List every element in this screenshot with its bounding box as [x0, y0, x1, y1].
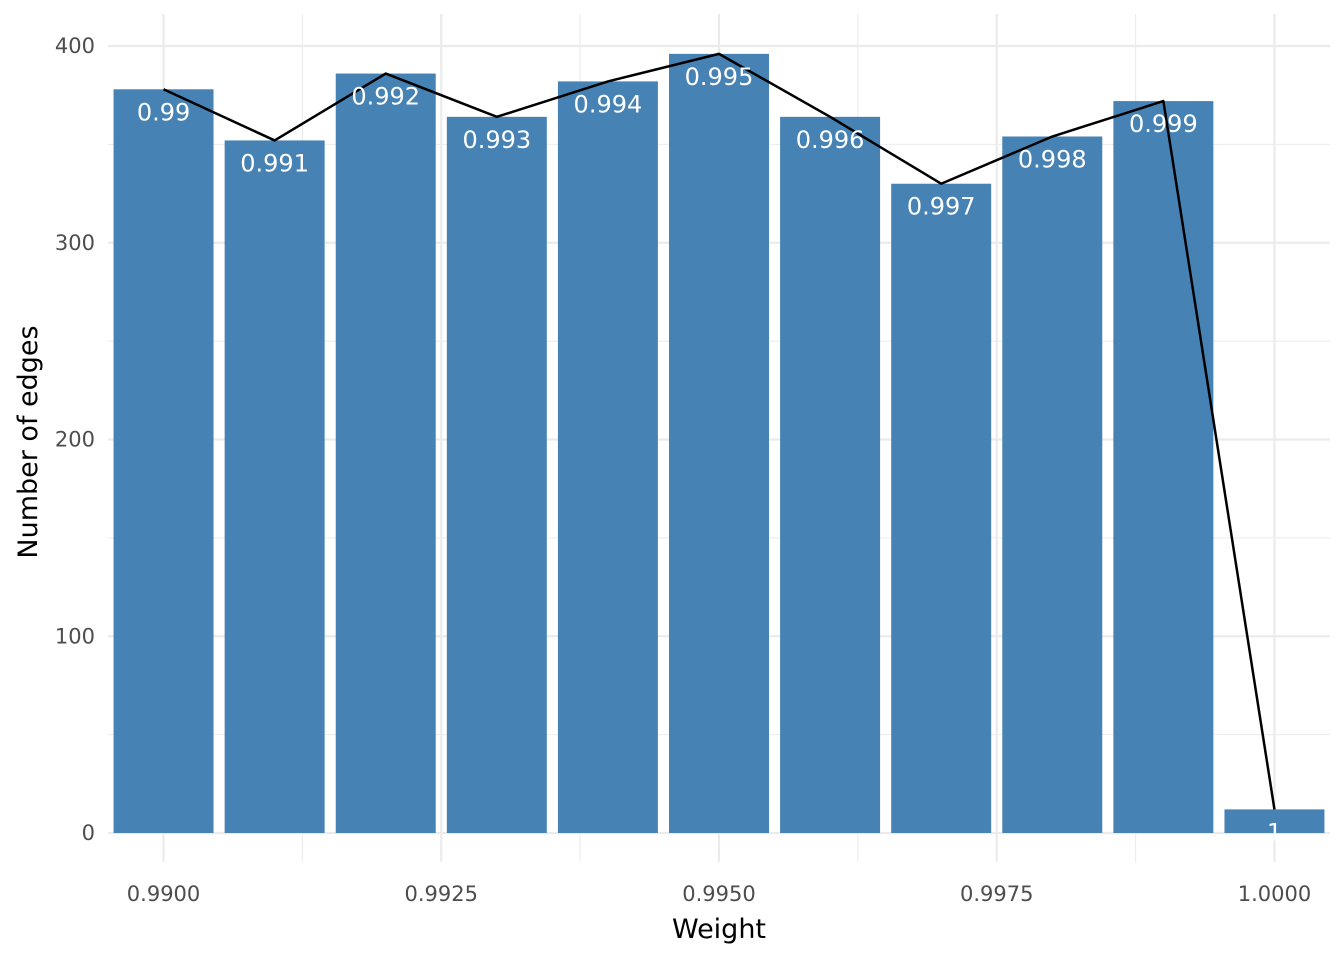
- y-tick-label: 400: [55, 34, 95, 58]
- bar-label: 0.993: [462, 126, 531, 154]
- bar: [224, 140, 325, 833]
- x-tick-label: 0.9925: [405, 882, 478, 906]
- bar: [669, 53, 769, 834]
- x-tick-label: 0.9900: [127, 882, 200, 906]
- bar-label: 0.999: [1129, 110, 1198, 138]
- bar: [780, 116, 881, 833]
- bar-label: 0.99: [137, 98, 190, 126]
- x-axis-ticks: 0.9900 0.9925 0.9950 0.9975 1.0000: [127, 882, 1311, 906]
- x-axis-title: Weight: [672, 914, 766, 945]
- trend-line: [163, 52, 1276, 810]
- x-tick-label: 0.9950: [682, 882, 755, 906]
- bar-label: 0.998: [1018, 146, 1087, 174]
- y-axis-title: Number of edges: [13, 325, 44, 558]
- bar-label: 0.996: [796, 126, 865, 154]
- bar-label: 1: [1267, 818, 1282, 846]
- x-tick-label: 1.0000: [1238, 882, 1311, 906]
- bar: [446, 116, 547, 833]
- bar: [1113, 101, 1214, 834]
- y-tick-label: 200: [55, 428, 95, 452]
- bar: [113, 89, 214, 833]
- y-tick-label: 300: [55, 231, 95, 255]
- bar-label: 0.992: [351, 83, 420, 111]
- bar: [1002, 136, 1103, 833]
- bar-label: 0.995: [685, 63, 754, 91]
- trend-line-path: [163, 52, 1276, 810]
- bar-label: 0.991: [240, 149, 309, 177]
- bar: [891, 183, 992, 834]
- x-tick-label: 0.9975: [960, 882, 1033, 906]
- bars: [113, 53, 1325, 834]
- bar: [557, 81, 658, 834]
- bar: [335, 73, 436, 834]
- bar-labels: 0.99 0.991 0.992 0.993 0.994 0.995 0.996 0.997 0…: [137, 63, 1282, 847]
- bar-label: 0.994: [574, 90, 643, 118]
- bar: [1224, 809, 1325, 833]
- y-tick-label: 100: [55, 624, 95, 648]
- y-axis-ticks: 0 100 200 300 400: [55, 34, 95, 845]
- bar-label: 0.997: [907, 193, 976, 221]
- y-tick-label: 0: [82, 821, 95, 845]
